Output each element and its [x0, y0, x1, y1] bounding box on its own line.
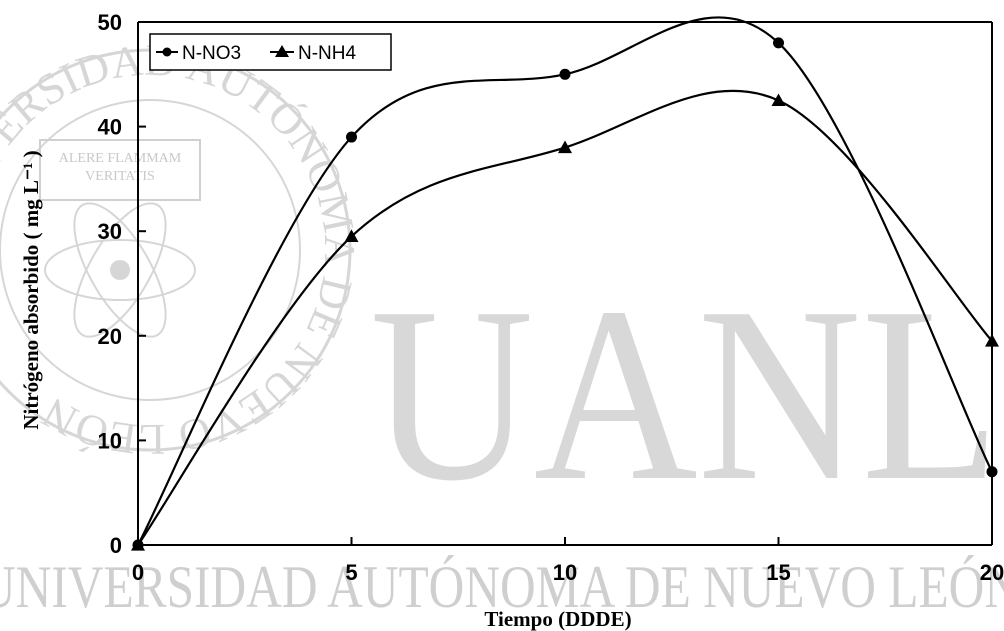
data-point-n-no3: [559, 68, 571, 80]
data-point-n-nh4: [344, 229, 359, 243]
legend-label-n-no3: N-NO3: [182, 43, 241, 64]
seal-motto-line-1: ALERE FLAMMAM: [59, 151, 182, 166]
seal-ring-text: UNIVERSIDAD AUTÓNOMA DE NUEVO LEÓN: [0, 35, 364, 464]
x-tick-label: 15: [766, 560, 790, 585]
data-point-n-nh4: [558, 140, 572, 154]
y-tick-label: 20: [98, 324, 122, 349]
university-seal: UNIVERSIDAD AUTÓNOMA DE NUEVO LEÓN ALERE…: [0, 35, 364, 464]
data-point-n-no3: [986, 466, 998, 478]
legend-label-n-nh4: N-NH4: [298, 43, 356, 64]
y-axis-title: Nitrógeno absorbido ( mg L⁻¹ ): [19, 150, 43, 429]
watermark-university-name: UNIVERSIDAD AUTÓNOMA DE NUEVO LEÓN: [0, 554, 1004, 620]
plot-area: 0 10 20 30 40 50 0 5 10 15 20: [98, 10, 1004, 585]
y-tick-label: 0: [110, 533, 122, 558]
x-tick-label: 20: [980, 560, 1004, 585]
data-point-n-no3: [346, 131, 357, 143]
x-tick-label: 5: [345, 560, 357, 585]
data-point-n-no3: [773, 37, 784, 49]
data-point-n-nh4: [771, 93, 786, 107]
y-tick-label: 50: [98, 10, 122, 35]
university-watermark: UNIVERSIDAD AUTÓNOMA DE NUEVO LEÓN ALERE…: [0, 35, 1004, 620]
y-tick-label: 30: [98, 219, 122, 244]
legend-marker-triangle: [275, 45, 289, 57]
legend-item-n-no3: N-NO3: [156, 43, 241, 64]
y-tick-label: 10: [98, 428, 122, 453]
legend-marker-circle: [162, 47, 172, 57]
legend-item-n-nh4: N-NH4: [270, 43, 356, 64]
legend: N-NO3 N-NH4: [149, 33, 392, 71]
x-tick-label: 0: [132, 560, 144, 585]
data-point-n-nh4: [985, 334, 999, 347]
seal-motto-line-2: VERITATIS: [85, 169, 155, 184]
x-axis-title: Tiempo (DDDE): [484, 607, 631, 631]
watermark-uanl-text: UANL: [370, 256, 1000, 533]
data-point-n-nh4: [131, 538, 145, 551]
y-tick-label: 40: [98, 115, 122, 140]
x-tick-label: 10: [553, 560, 577, 585]
